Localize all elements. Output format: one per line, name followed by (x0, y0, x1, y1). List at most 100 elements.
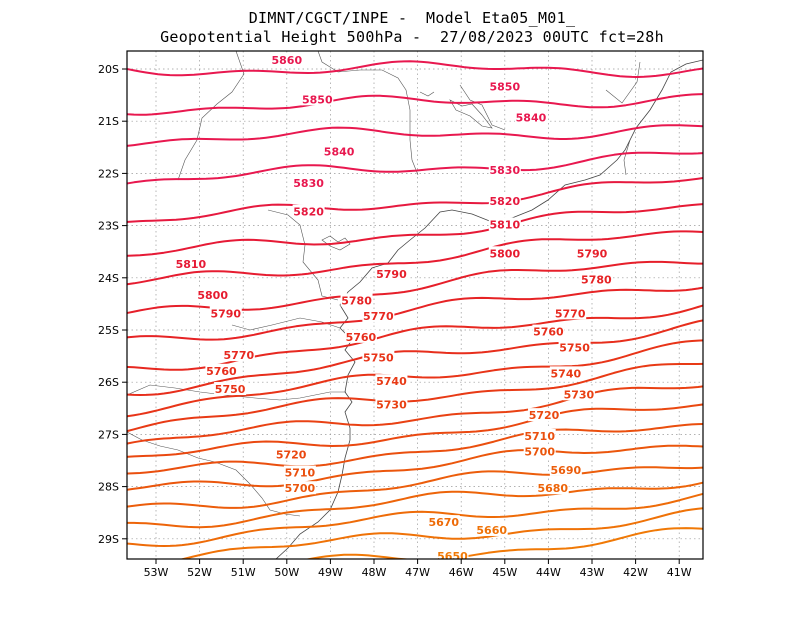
contour-label: 5720 (276, 448, 307, 461)
contour-label-bg (576, 246, 608, 260)
contour-label-bg (488, 162, 521, 176)
lat-tick-label: 24S (98, 272, 119, 285)
contour-label: 5750 (363, 352, 394, 365)
contour-label-bg (292, 204, 325, 218)
contour-line-5770 (127, 304, 703, 371)
contour-label: 5850 (489, 80, 520, 93)
contour-label: 5750 (559, 341, 590, 354)
contour-label-bg (174, 256, 207, 270)
lat-tick-label: 29S (98, 533, 119, 546)
lat-tick-label: 25S (98, 324, 119, 337)
contour-label-bg (532, 324, 565, 338)
lat-tick-label: 28S (98, 481, 119, 494)
contour-label-bg (536, 481, 569, 495)
contour-label-bg (558, 340, 591, 354)
contour-line-5670 (127, 492, 703, 547)
contour-label-bg (475, 522, 508, 536)
lat-tick-label: 23S (98, 220, 119, 233)
contour-label-bg (488, 217, 521, 231)
contour-label-bg (554, 306, 587, 320)
lake-outline (321, 91, 493, 251)
coastline (275, 59, 703, 559)
country-border (127, 431, 301, 517)
contour-line-5840 (127, 124, 703, 147)
contour-label-bg (301, 92, 334, 106)
lat-tick-label: 22S (98, 167, 119, 180)
contour-line-5680 (127, 481, 703, 529)
contour-label: 5670 (428, 516, 459, 529)
contour-line-5780 (127, 286, 703, 341)
contour-line-5700 (127, 444, 703, 491)
contour-line-5810 (127, 203, 703, 257)
contour-label-bg (344, 329, 377, 343)
contour-label: 5660 (476, 524, 507, 537)
contour-label-bg (580, 272, 613, 286)
lat-tick-label: 27S (98, 428, 119, 441)
contour-label-bg (283, 465, 316, 479)
axis-ticks: 53W 52W 51W 50W 49W 48W 47W 46W 45W 44W 43W 42W 41W 2… (98, 63, 692, 579)
contour-label: 5700 (285, 482, 316, 495)
contour-label: 5700 (524, 446, 555, 459)
contour-label-bg (292, 175, 325, 189)
contour-label: 5650 (437, 550, 468, 563)
contour-label: 5860 (271, 54, 302, 67)
contour-label: 5800 (489, 247, 520, 260)
contour-line-5730 (127, 385, 703, 445)
contour-line-5830 (127, 151, 703, 185)
contour-label: 5830 (489, 164, 520, 177)
contour-label-bg (523, 444, 556, 458)
contour-line-5850 (127, 93, 703, 116)
contour-label-bg (270, 53, 303, 67)
contour-label-bg (283, 481, 316, 495)
contour-label-bg (562, 387, 595, 401)
contour-label-bg (214, 382, 247, 396)
lon-tick-label: 49W (318, 566, 343, 579)
contour-label: 5710 (285, 467, 316, 480)
contour-line-5750 (127, 339, 703, 418)
contour-label-bg (209, 306, 242, 320)
contour-line-5820 (127, 176, 703, 224)
contour-label: 5770 (555, 307, 586, 320)
contour-label-bg (362, 350, 395, 364)
lon-tick-label: 42W (623, 566, 648, 579)
contour-labels: 5860 5850 5850 5840 5840 5830 5830 5820 5820 5810… (174, 53, 613, 563)
contour-label-bg (340, 293, 373, 307)
lon-tick-label: 44W (536, 566, 561, 579)
contour-label: 5850 (302, 93, 333, 106)
contour-label: 5720 (529, 409, 560, 422)
lon-tick-label: 48W (362, 566, 387, 579)
plot-frame (126, 50, 704, 560)
contour-label: 5780 (581, 273, 612, 286)
contour-label-bg (488, 246, 521, 260)
contour-label-bg (549, 366, 582, 380)
lon-tick-label: 51W (231, 566, 256, 579)
contour-line-5790 (127, 260, 703, 315)
contour-line-5710 (127, 423, 703, 475)
contour-label: 5840 (324, 146, 355, 159)
contour-label: 5790 (577, 247, 608, 260)
contour-label: 5760 (533, 326, 564, 339)
contour-label: 5710 (524, 430, 555, 443)
contour-label-bg (375, 267, 408, 281)
contour-label: 5780 (341, 294, 372, 307)
contour-label: 5790 (376, 268, 407, 281)
contour-label-bg (436, 549, 469, 559)
map-title-line-2: Geopotential Height 500hPa - 27/08/2023 … (160, 28, 664, 46)
contour-label: 5830 (293, 177, 324, 190)
contour-label-bg (488, 79, 521, 93)
contour-label: 5740 (551, 367, 582, 380)
lon-tick-label: 50W (274, 566, 299, 579)
contour-label-bg (375, 397, 408, 411)
contour-line-5650 (303, 527, 703, 559)
contour-label: 5760 (346, 331, 377, 344)
contour-label-bg (523, 429, 556, 443)
contour-label: 5820 (489, 195, 520, 208)
height-contours (127, 60, 703, 559)
lon-tick-label: 47W (405, 566, 430, 579)
contour-line-5740 (127, 362, 703, 433)
contour-label: 5740 (376, 375, 407, 388)
contour-label: 5810 (176, 258, 207, 271)
contour-label-bg (549, 462, 582, 476)
contour-label: 5820 (293, 206, 324, 219)
